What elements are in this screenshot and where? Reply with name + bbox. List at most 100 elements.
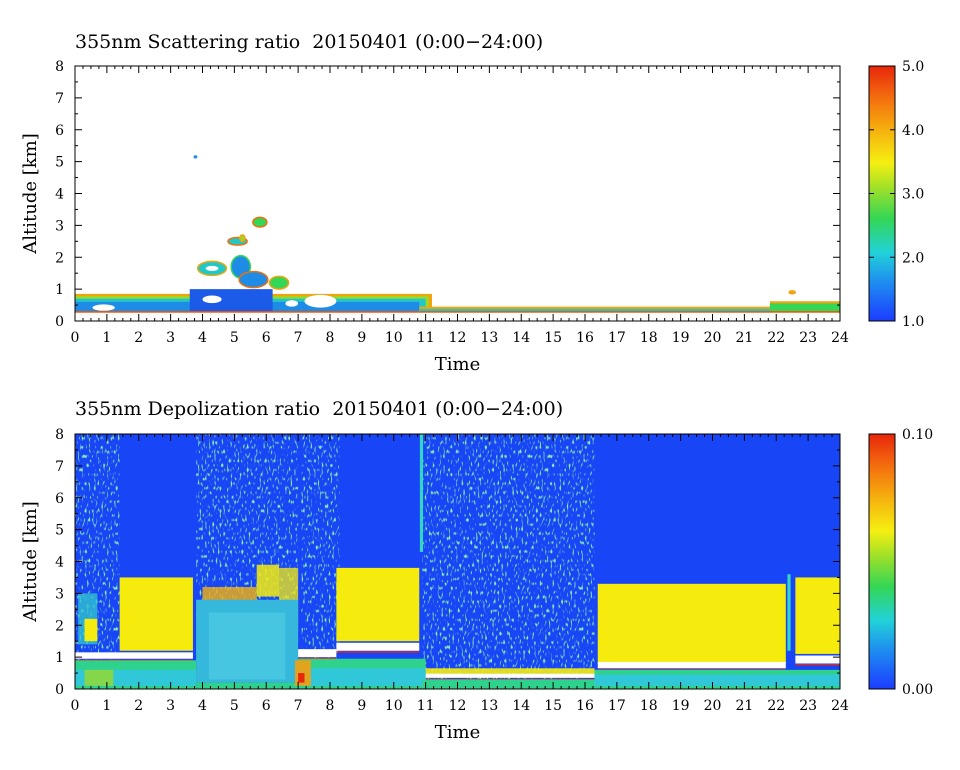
x-tick-label: 0 (71, 330, 80, 346)
y-tick-label: 2 (55, 250, 64, 266)
x-tick-label: 8 (326, 698, 335, 714)
cloud-base-rim (336, 651, 420, 653)
cloud-base-band (795, 655, 840, 664)
top-chart-title: 355nm Scattering ratio 20150401 (0:00−24… (75, 31, 544, 53)
dust-layer (597, 583, 786, 664)
bottom-x-axis-label: Time (435, 722, 480, 743)
cloud-base-band (336, 642, 420, 651)
y-tick-label: 5 (55, 523, 64, 539)
x-tick-label: 2 (134, 698, 143, 714)
x-tick-label: 7 (294, 330, 303, 346)
dust-layer (795, 577, 840, 654)
x-tick-label: 1 (102, 698, 111, 714)
x-tick-label: 12 (449, 698, 467, 714)
x-tick-label: 9 (357, 330, 366, 346)
colorbar-tick-label: 2.0 (902, 250, 924, 266)
x-tick-label: 23 (799, 698, 817, 714)
cloud-patch (239, 234, 246, 243)
x-tick-label: 21 (735, 698, 753, 714)
x-tick-label: 6 (262, 330, 271, 346)
cloud-base-band (298, 649, 337, 658)
boundary-layer (208, 612, 286, 680)
white-gap (285, 300, 299, 307)
boundary-layer (298, 668, 426, 686)
depol-region (422, 668, 595, 675)
x-tick-label: 15 (544, 330, 562, 346)
x-tick-label: 22 (767, 330, 785, 346)
ground-line (75, 311, 840, 313)
x-tick-label: 9 (357, 698, 366, 714)
x-tick-label: 18 (640, 698, 658, 714)
x-tick-label: 14 (512, 698, 530, 714)
bottom-y-axis-label: Altitude [km] (20, 501, 41, 623)
x-tick-label: 1 (102, 330, 111, 346)
x-tick-label: 15 (544, 698, 562, 714)
x-tick-label: 19 (672, 698, 690, 714)
y-tick-label: 2 (55, 618, 64, 634)
cloud-base-band (75, 652, 193, 659)
top-colorbar: 1.0 2.0 3.0 4.0 5.0 (868, 59, 924, 330)
x-tick-label: 3 (166, 698, 175, 714)
white-gap (304, 294, 337, 308)
y-tick-label: 8 (55, 427, 64, 443)
cloud-base-rim (298, 657, 337, 660)
y-tick-label: 3 (55, 218, 64, 234)
vertical-streak (787, 574, 791, 651)
cloud-patch (788, 290, 797, 295)
cloud-patch (268, 275, 290, 290)
y-tick-label: 4 (55, 187, 64, 203)
x-tick-label: 21 (735, 330, 753, 346)
vertical-streak (419, 434, 424, 552)
colorbar-tick-label: 5.0 (902, 59, 924, 75)
x-tick-label: 13 (480, 330, 498, 346)
cloud-base-band (422, 673, 595, 678)
x-tick-label: 4 (198, 330, 207, 346)
cloud-base-band (597, 661, 786, 669)
bottom-colorbar: 0.00 0.10 (868, 427, 933, 698)
x-tick-label: 12 (449, 330, 467, 346)
x-tick-label: 16 (576, 698, 594, 714)
bottom-plot: 0 1 2 3 4 5 6 7 8 9 10 11 12 13 14 15 16 17 18 19 20 21 22 23 24… (20, 427, 849, 743)
x-tick-label: 16 (576, 330, 594, 346)
dust-edge (298, 673, 305, 683)
cloud-core (205, 265, 219, 271)
y-tick-label: 7 (55, 91, 64, 107)
y-tick-label: 6 (55, 491, 64, 507)
x-tick-label: 14 (512, 330, 530, 346)
x-tick-label: 7 (294, 698, 303, 714)
x-tick-label: 13 (480, 698, 498, 714)
x-tick-label: 2 (134, 330, 143, 346)
noise-speckle (75, 434, 120, 689)
x-tick-label: 10 (385, 330, 403, 346)
y-tick-label: 0 (55, 682, 64, 698)
x-tick-label: 11 (417, 330, 435, 346)
cloud-patch (238, 270, 269, 289)
x-tick-label: 22 (767, 698, 785, 714)
bottom-chart-title: 355nm Depolization ratio 20150401 (0:00−… (75, 398, 564, 420)
dust-layer (84, 618, 98, 642)
x-tick-label: 20 (704, 330, 722, 346)
dust-layer (256, 564, 279, 597)
colorbar-tick-label: 0.10 (902, 427, 933, 443)
dust-layer (119, 577, 193, 651)
x-tick-label: 20 (704, 698, 722, 714)
boundary-layer (196, 682, 299, 689)
colorbar-tick-label: 3.0 (902, 187, 924, 203)
noise-speckle (301, 434, 340, 689)
noise-speckle (422, 434, 595, 689)
x-tick-label: 6 (262, 698, 271, 714)
x-tick-label: 17 (608, 698, 626, 714)
top-plot: 0 1 2 3 4 5 6 7 8 9 10 11 12 13 14 15 16 17 18 19 20 21 22 23 24… (20, 59, 849, 375)
x-tick-label: 0 (71, 698, 80, 714)
colorbar-tick-label: 4.0 (902, 123, 924, 139)
y-tick-label: 3 (55, 586, 64, 602)
convective-plume (189, 289, 273, 312)
x-tick-label: 8 (326, 330, 335, 346)
white-gap (202, 295, 222, 304)
aerosol-region (769, 303, 840, 312)
y-tick-label: 7 (55, 459, 64, 475)
x-tick-label: 18 (640, 330, 658, 346)
y-tick-label: 1 (55, 282, 64, 298)
boundary-layer (594, 674, 840, 686)
